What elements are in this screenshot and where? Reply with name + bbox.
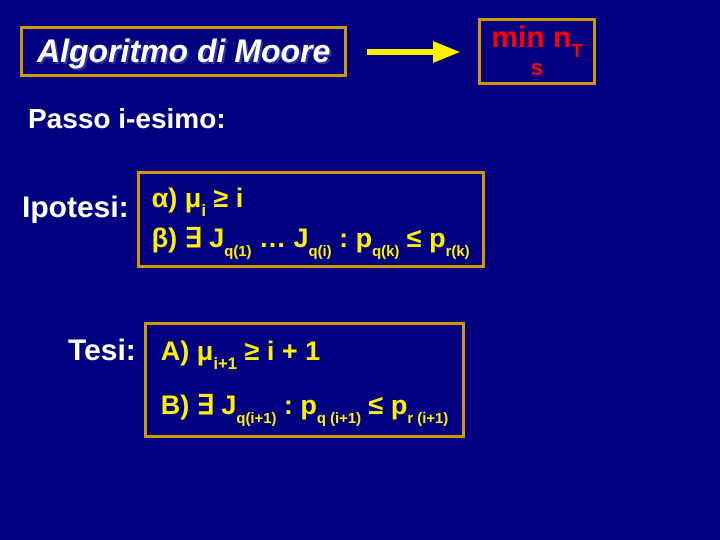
ipotesi-alpha: α) μi ≥ i [152, 180, 470, 220]
beta-exists: ∃ J [185, 223, 225, 253]
B-tag: B) [161, 390, 190, 420]
B-prsub: r (i+1) [407, 411, 448, 427]
header-row: Algoritmo di Moore min nT s [0, 0, 720, 85]
B-pqsub: q (i+1) [317, 411, 361, 427]
A-tag: A) [161, 336, 190, 366]
page-title: Algoritmo di Moore [37, 33, 330, 69]
A-mu: μ [189, 336, 213, 366]
objective-label: min n [491, 21, 571, 54]
passo-heading: Passo i-esimo: [0, 85, 720, 135]
B-qi1: q(i+1) [236, 411, 276, 427]
tesi-row: Tesi: A) μi+1 ≥ i + 1 B) ∃ Jq(i+1) : pq … [0, 322, 720, 437]
ipotesi-label: Ipotesi: [22, 171, 129, 225]
ipotesi-row: Ipotesi: α) μi ≥ i β) ∃ Jq(1) … Jq(i) : … [0, 171, 720, 268]
title-box: Algoritmo di Moore [20, 26, 347, 77]
tesi-label: Tesi: [68, 322, 136, 368]
alpha-mu: μ [185, 183, 202, 213]
alpha-tag: α) [152, 183, 178, 213]
beta-q1: q(1) [224, 244, 251, 260]
arrow-icon [365, 37, 460, 67]
beta-rel: ≤ p [399, 223, 445, 253]
ipotesi-beta: β) ∃ Jq(1) … Jq(i) : pq(k) ≤ pr(k) [152, 220, 470, 259]
tesi-A: A) μi+1 ≥ i + 1 [161, 333, 448, 373]
A-sub: i+1 [213, 354, 237, 373]
beta-dots: … J [251, 223, 308, 253]
tesi-box: A) μi+1 ≥ i + 1 B) ∃ Jq(i+1) : pq (i+1) … [144, 322, 465, 437]
ipotesi-box: α) μi ≥ i β) ∃ Jq(1) … Jq(i) : pq(k) ≤ p… [137, 171, 485, 268]
A-rel: ≥ i + 1 [237, 336, 320, 366]
beta-qi: q(i) [309, 244, 332, 260]
B-colon: : p [276, 390, 317, 420]
B-rel: ≤ p [361, 390, 407, 420]
alpha-sub: i [201, 201, 206, 220]
beta-tag: β) [152, 223, 177, 253]
alpha-rel: ≥ i [206, 183, 243, 213]
B-exists: ∃ J [189, 390, 236, 420]
tesi-B: B) ∃ Jq(i+1) : pq (i+1) ≤ pr (i+1) [161, 387, 448, 426]
beta-rk: r(k) [446, 244, 470, 260]
objective-extra-sub: s [491, 57, 582, 80]
objective-box: min nT s [478, 18, 595, 85]
beta-colon: : p [332, 223, 373, 253]
beta-qk: q(k) [372, 244, 399, 260]
